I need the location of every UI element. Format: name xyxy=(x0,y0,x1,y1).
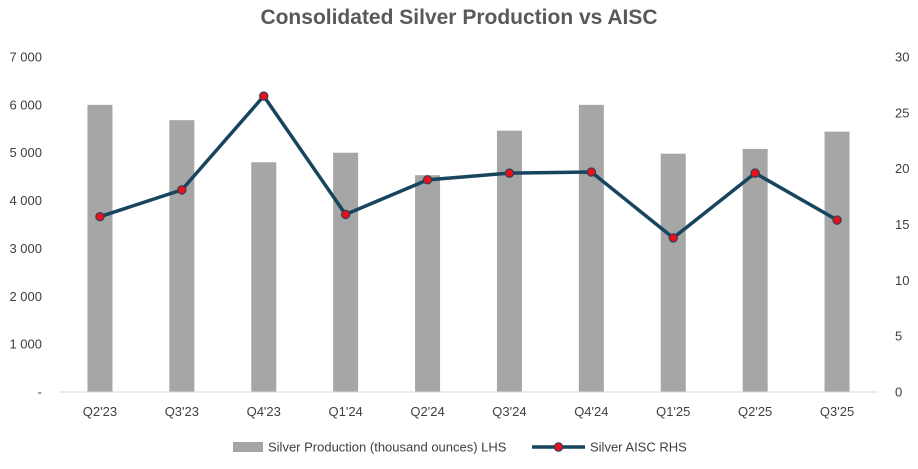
left-tick-label: - xyxy=(38,385,42,400)
category-label: Q4'24 xyxy=(574,404,608,419)
left-tick-label: 7 000 xyxy=(9,50,42,65)
aisc-point xyxy=(177,185,187,195)
category-label: Q1'24 xyxy=(329,404,363,419)
bar xyxy=(578,104,604,392)
aisc-point xyxy=(422,175,433,185)
left-tick-label: 4 000 xyxy=(9,193,42,208)
legend: Silver Production (thousand ounces) LHS … xyxy=(233,440,687,455)
right-tick-label: 0 xyxy=(895,385,902,400)
legend-label-production: Silver Production (thousand ounces) LHS xyxy=(268,440,507,455)
right-axis-ticks: 0 5 10 15 20 25 30 xyxy=(895,50,909,400)
bar xyxy=(333,152,359,392)
aisc-point xyxy=(832,215,842,225)
category-label: Q3'25 xyxy=(820,404,854,419)
legend-swatch-production xyxy=(233,442,263,452)
category-label: Q4'23 xyxy=(247,404,281,419)
category-label: Q2'25 xyxy=(738,404,772,419)
bar xyxy=(169,120,195,393)
aisc-point xyxy=(668,233,678,243)
category-label: Q3'23 xyxy=(165,404,199,419)
bar xyxy=(251,162,277,392)
bar xyxy=(824,131,850,392)
aisc-point xyxy=(750,168,760,178)
right-tick-label: 30 xyxy=(895,50,909,65)
right-tick-label: 5 xyxy=(895,329,902,344)
legend-label-aisc: Silver AISC RHS xyxy=(590,440,687,455)
legend-marker-aisc xyxy=(553,442,564,452)
left-tick-label: 1 000 xyxy=(9,337,42,352)
category-label: Q3'24 xyxy=(492,404,526,419)
aisc-point xyxy=(95,211,105,222)
aisc-point xyxy=(586,167,597,177)
aisc-point xyxy=(340,209,351,220)
left-tick-label: 5 000 xyxy=(9,145,42,160)
bar xyxy=(660,153,686,392)
left-tick-label: 3 000 xyxy=(9,241,42,256)
right-tick-label: 25 xyxy=(895,105,909,120)
x-axis-ticks: Q2'23 Q3'23 Q4'23 Q1'24 Q2'24 Q3'24 Q4'24 Q1'25… xyxy=(83,404,854,419)
left-tick-label: 6 000 xyxy=(9,97,42,112)
category-label: Q2'23 xyxy=(83,404,117,419)
category-label: Q2'24 xyxy=(410,404,444,419)
bar xyxy=(87,104,113,392)
right-tick-label: 15 xyxy=(895,217,909,232)
line-series xyxy=(95,91,842,243)
aisc-point xyxy=(259,91,269,101)
bar-series xyxy=(87,104,850,393)
aisc-point xyxy=(504,168,515,178)
bar xyxy=(742,148,768,392)
right-tick-label: 20 xyxy=(895,161,909,176)
left-axis-ticks: - 1 000 2 000 3 000 4 000 5 000 6 000 7 000 xyxy=(9,50,42,400)
aisc-line xyxy=(98,94,839,240)
right-tick-label: 10 xyxy=(895,273,909,288)
bar xyxy=(415,175,441,392)
left-tick-label: 2 000 xyxy=(9,289,42,304)
category-label: Q1'25 xyxy=(656,404,690,419)
chart-title: Consolidated Silver Production vs AISC xyxy=(260,6,658,29)
